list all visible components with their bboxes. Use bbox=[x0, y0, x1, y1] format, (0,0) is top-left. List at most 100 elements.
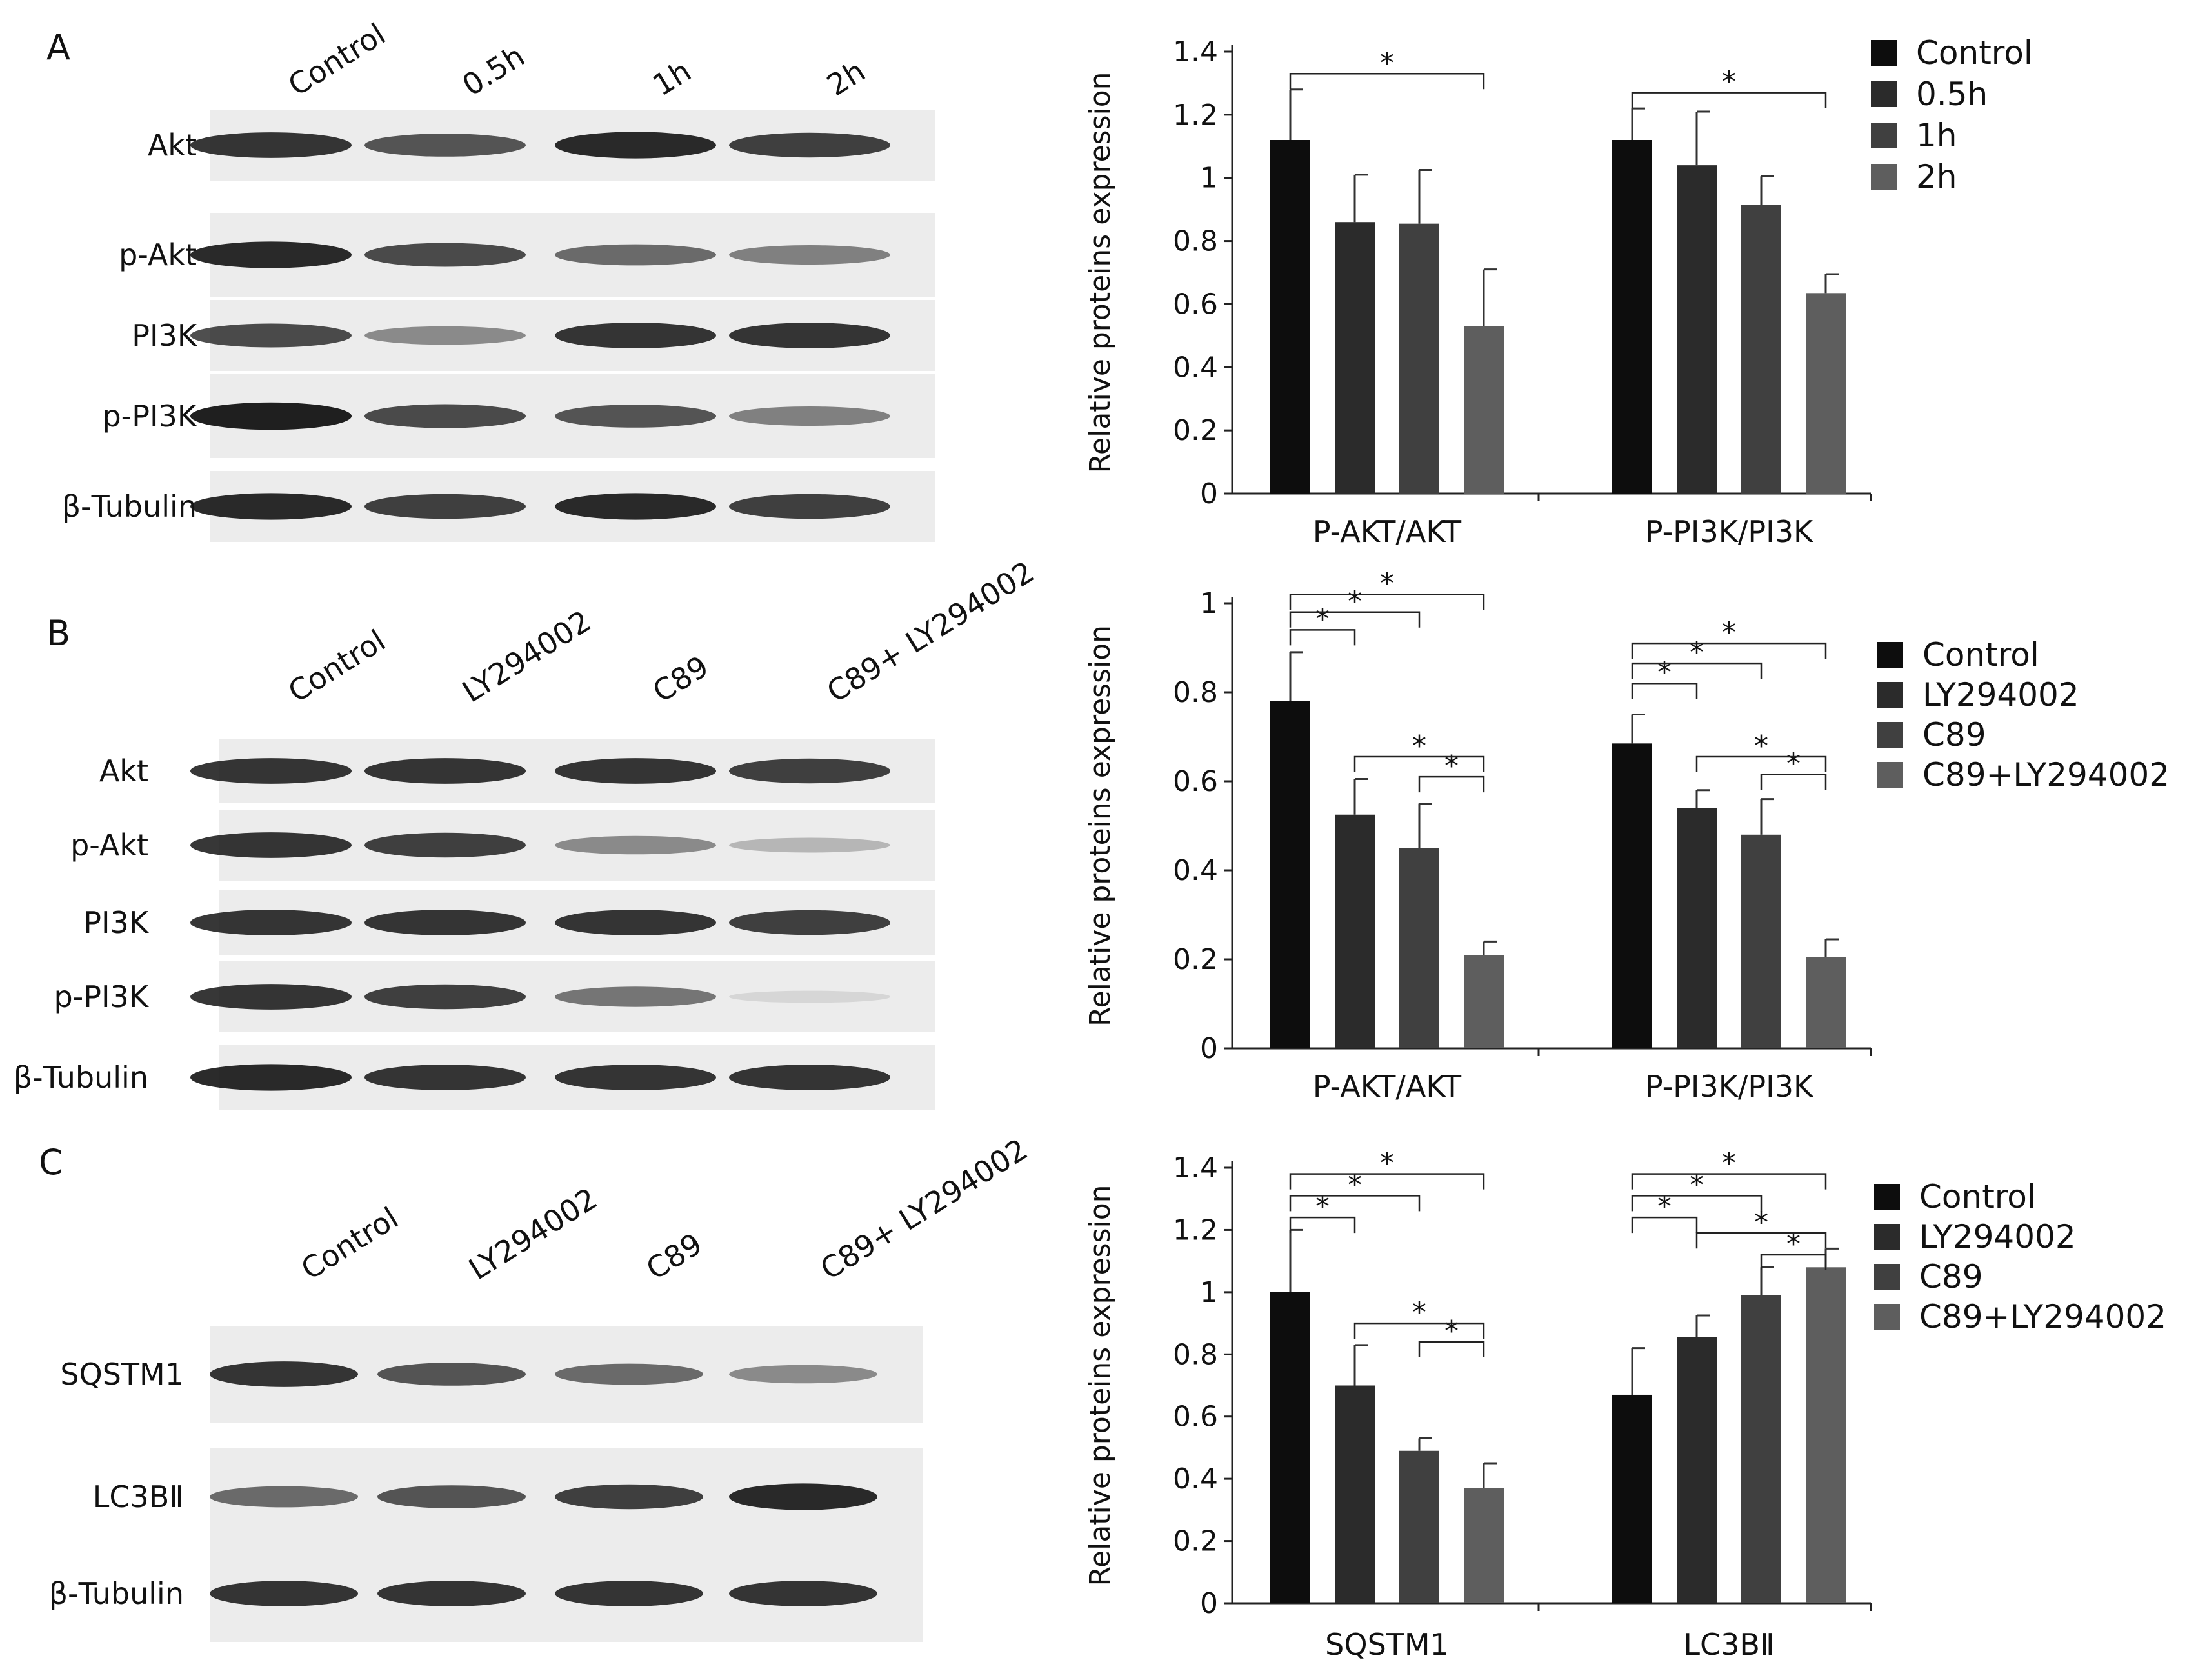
blot-band bbox=[364, 404, 526, 428]
panel-letter-c: C bbox=[39, 1142, 63, 1183]
significance-star: * bbox=[1444, 1315, 1459, 1348]
blot-band bbox=[210, 1581, 358, 1606]
y-tick-label: 0.4 bbox=[1173, 1463, 1218, 1495]
bar bbox=[1399, 1450, 1439, 1603]
blot-band bbox=[364, 832, 526, 858]
significance-star: * bbox=[1657, 656, 1672, 689]
legend-swatch bbox=[1877, 642, 1903, 668]
legend-swatch bbox=[1874, 1184, 1900, 1210]
blot-band bbox=[729, 1581, 877, 1606]
western-blot-a: A Control 0.5h 1h 2h Akt p-Akt PI3K p-PI3K β-Tub… bbox=[46, 16, 935, 542]
y-axis-title: Relative proteins expression bbox=[1084, 625, 1117, 1026]
significance-bracket bbox=[1631, 1173, 1827, 1190]
band-label: β-Tubulin bbox=[62, 489, 197, 524]
significance-bracket bbox=[1631, 642, 1827, 659]
significance-bracket bbox=[1289, 1195, 1421, 1212]
band-label: PI3K bbox=[83, 905, 150, 940]
y-tick-label: 0.8 bbox=[1173, 1338, 1218, 1371]
bar bbox=[1399, 848, 1439, 1048]
legend-label: C89+LY294002 bbox=[1919, 1298, 2166, 1335]
blot-band bbox=[555, 132, 716, 159]
blot-band bbox=[555, 910, 716, 935]
legend-swatch bbox=[1874, 1224, 1900, 1250]
significance-bracket bbox=[1760, 1254, 1827, 1270]
blot-band bbox=[377, 1581, 526, 1606]
blot-band bbox=[190, 493, 352, 520]
blot-band bbox=[190, 832, 352, 858]
bar bbox=[1399, 223, 1439, 494]
significance-bracket bbox=[1353, 755, 1485, 773]
y-axis-title: Relative proteins expression bbox=[1084, 72, 1117, 473]
y-tick-label: 1.4 bbox=[1173, 35, 1218, 68]
blot-band bbox=[555, 758, 716, 784]
bar bbox=[1677, 165, 1717, 494]
y-tick-label: 1 bbox=[1200, 162, 1218, 195]
bar bbox=[1677, 1337, 1717, 1603]
legend-swatch bbox=[1871, 40, 1897, 66]
blot-band bbox=[555, 986, 716, 1007]
significance-star: * bbox=[1348, 1168, 1362, 1201]
significance-bracket bbox=[1631, 1195, 1763, 1212]
significance-star: * bbox=[1444, 750, 1459, 783]
blot-band bbox=[555, 1484, 703, 1510]
bar bbox=[1612, 743, 1652, 1048]
blot-band bbox=[555, 323, 716, 348]
blot-band bbox=[729, 323, 890, 348]
bar bbox=[1806, 293, 1846, 494]
blot-band bbox=[190, 758, 352, 784]
y-tick-label: 0 bbox=[1200, 477, 1218, 510]
significance-star: * bbox=[1380, 1147, 1394, 1180]
blot-band bbox=[190, 132, 352, 158]
y-axis-title: Relative proteins expression bbox=[1084, 1185, 1117, 1586]
blot-band bbox=[364, 758, 526, 784]
significance-bracket bbox=[1631, 92, 1827, 108]
bar-chart-a: 0 0.2 0.4 0.6 0.8 1 1.2 1.4 Relative proteins ex… bbox=[1084, 34, 2033, 549]
y-tick-label: 0.4 bbox=[1173, 854, 1218, 887]
significance-bracket bbox=[1631, 662, 1763, 679]
significance-star: * bbox=[1722, 1147, 1736, 1180]
significance-bracket bbox=[1631, 1216, 1698, 1234]
legend-swatch bbox=[1871, 164, 1897, 190]
band-label: p-PI3K bbox=[54, 979, 149, 1014]
blot-band bbox=[729, 245, 890, 265]
legend-swatch bbox=[1871, 81, 1897, 107]
western-blot-c: C Control LY294002 C89 C89+ LY294002 SQSTM1 L… bbox=[39, 1132, 1034, 1642]
western-blot-b: B Control LY294002 C89 C89+ LY294002 Akt p-Ak… bbox=[14, 554, 1040, 1110]
bar bbox=[1612, 1394, 1652, 1603]
y-tick-label: 1 bbox=[1200, 587, 1218, 620]
blot-band bbox=[364, 1065, 526, 1090]
band-label: SQSTM1 bbox=[60, 1357, 184, 1392]
blot-band bbox=[555, 1065, 716, 1090]
band-label: p-PI3K bbox=[102, 399, 197, 434]
y-tick-label: 0.2 bbox=[1173, 943, 1218, 976]
blot-band bbox=[190, 241, 352, 268]
blot-band bbox=[729, 1365, 877, 1384]
lane-label: Control bbox=[282, 623, 392, 709]
band-label: PI3K bbox=[132, 318, 198, 353]
bar bbox=[1741, 1295, 1781, 1603]
blot-band bbox=[190, 984, 352, 1010]
category-label: LC3BⅡ bbox=[1683, 1627, 1774, 1662]
significance-bracket bbox=[1289, 593, 1485, 610]
blot-band bbox=[555, 1581, 703, 1606]
blot-band bbox=[190, 910, 352, 935]
legend-label: C89 bbox=[1922, 716, 1986, 754]
y-tick-label: 1.2 bbox=[1173, 99, 1218, 132]
lane-label: 2h bbox=[821, 54, 871, 103]
significance-star: * bbox=[1315, 603, 1330, 635]
significance-star: * bbox=[1315, 1190, 1330, 1223]
blot-band bbox=[555, 835, 716, 855]
bar bbox=[1677, 808, 1717, 1048]
y-tick-label: 0.6 bbox=[1173, 765, 1218, 798]
category-label: P-AKT/AKT bbox=[1313, 514, 1462, 549]
lane-label: 0.5h bbox=[456, 38, 530, 103]
blot-band bbox=[729, 1065, 890, 1090]
bar bbox=[1464, 1488, 1504, 1603]
legend-swatch bbox=[1877, 682, 1903, 708]
panel-letter-b: B bbox=[46, 613, 70, 654]
bar bbox=[1270, 701, 1310, 1048]
category-label: P-PI3K/PI3K bbox=[1645, 1069, 1814, 1104]
band-label: β-Tubulin bbox=[14, 1060, 148, 1095]
bar bbox=[1270, 140, 1310, 494]
